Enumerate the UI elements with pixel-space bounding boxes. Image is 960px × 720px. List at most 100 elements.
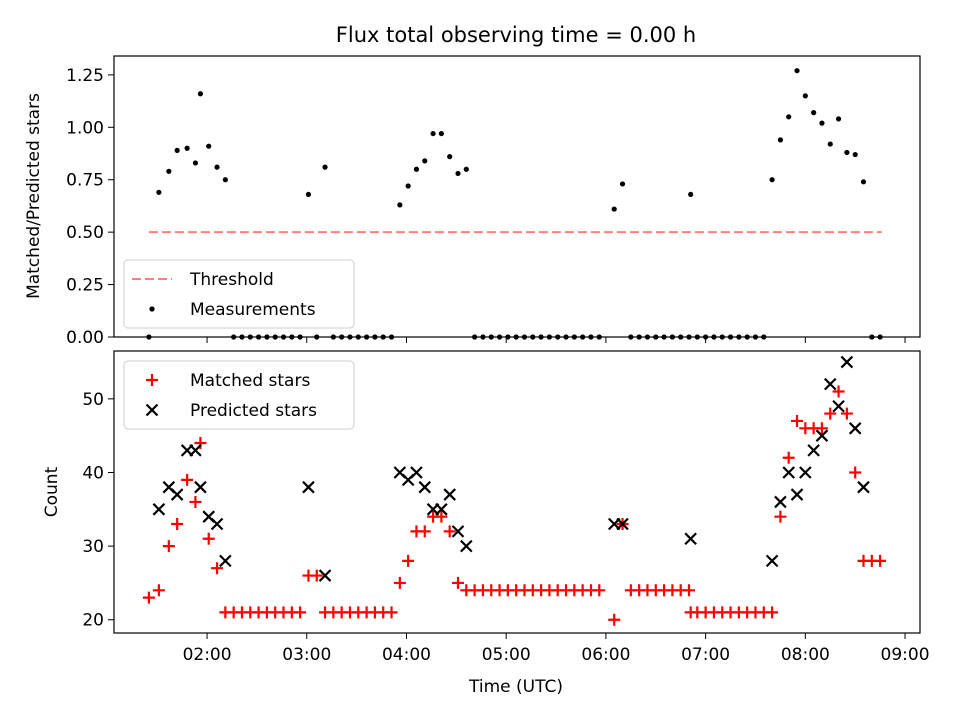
matched-star-point [874,554,887,567]
y-tick-label: 0.50 [66,223,104,243]
matched-star-point [152,584,165,597]
measurement-point [811,110,817,116]
y-tick-label: 20 [82,611,104,631]
measurement-point [794,68,800,74]
matched-star-point [840,407,853,420]
top-y-axis-label: Matched/Predicted stars [24,93,44,299]
measurement-point [222,177,228,183]
bottom-y-axis-label: Count [42,466,62,517]
x-tick-label: 08:00 [781,645,830,665]
legend: Matched stars Predicted stars [123,360,355,430]
predicted-star-point [815,429,829,442]
matched-star-point [849,466,862,479]
predicted-star-point [840,355,854,369]
matched-star-point [194,437,207,450]
series-matched-stars [142,385,887,626]
legend-label: Threshold [189,270,274,290]
measurement-point [860,179,867,185]
matched-star-point [443,525,456,538]
measurement-point [174,147,180,153]
matched-star-point [202,532,215,545]
measurement-point [827,141,833,147]
predicted-star-point [170,488,184,501]
top-panel: 0.00 0.25 0.50 0.75 1.00 1.25 Threshold Measure… [66,55,921,348]
x-tick-label: 07:00 [681,645,730,665]
predicted-star-point [799,466,812,479]
x-tick-label: 03:00 [282,645,331,665]
measurement-point [405,183,411,189]
measurement-point [206,143,212,149]
legend-matched-swatch [146,374,158,386]
measurement-point [184,145,190,151]
axes-frame [113,350,921,634]
measurement-point [819,120,825,126]
matched-star-point [774,510,787,523]
matched-star-point [782,451,795,464]
measurement-point [214,164,220,170]
predicted-star-point [616,517,629,531]
measurement-point [786,114,792,120]
measurement-point [322,164,328,170]
matched-star-point [791,414,804,427]
matched-star-point [162,540,175,553]
y-tick-label: 1.25 [66,66,104,86]
predicted-star-point [774,495,787,509]
matched-star-point [402,554,415,567]
y-tick-label: 0.25 [66,276,104,296]
measurement-point [455,170,461,177]
measurement-point [422,158,428,164]
x-tick-label: 02:00 [183,645,232,665]
predicted-star-point [152,503,166,516]
measurement-point [413,166,420,172]
x-axis-label: Time (UTC) [468,677,563,697]
predicted-star-point [460,539,473,553]
matched-star-point [452,576,465,589]
measurement-point [852,151,858,158]
legend-box [123,259,355,329]
matched-star-point [608,613,621,626]
matched-star-point [294,606,307,619]
measurement-point [777,137,784,143]
matched-star-point [142,591,155,604]
measurement-point [166,168,172,174]
legend-label: Measurements [190,300,316,320]
legend: Threshold Measurements [123,259,355,329]
matched-star-point [189,495,202,508]
x-tick-label: 06:00 [581,645,630,665]
predicted-star-point [451,525,465,538]
matched-star-point [593,584,606,597]
predicted-star-point [832,399,845,413]
matched-star-point [181,473,194,486]
predicted-star-point [765,554,779,568]
matched-star-point [418,525,431,538]
legend-label: Matched stars [190,371,310,391]
matched-star-point [766,606,779,619]
x-tick-label: 04:00 [382,645,431,665]
predicted-star-point [194,480,207,494]
predicted-star-point [857,480,870,494]
matched-star-point [393,576,406,589]
matched-star-point [211,562,224,575]
predicted-star-point [189,444,202,457]
measurement-point [447,154,453,160]
measurement-point [688,191,694,198]
measurement-point [619,181,626,187]
measurement-point [835,116,842,122]
matched-star-point [310,569,323,582]
predicted-star-point [684,532,697,546]
y-tick-label: 40 [82,463,104,483]
matched-star-point [171,518,184,531]
predicted-star-point [848,422,862,435]
y-tick-label: 1.00 [66,118,104,138]
measurement-point [611,206,617,212]
measurement-point [438,130,444,137]
measurement-point [802,93,808,99]
measurement-point [192,160,199,166]
measurement-point [397,202,403,208]
measurement-point [769,177,775,183]
predicted-star-point [302,480,315,494]
predicted-star-point [790,488,804,501]
x-tick-label: 05:00 [482,645,531,665]
predicted-star-point [210,517,224,531]
